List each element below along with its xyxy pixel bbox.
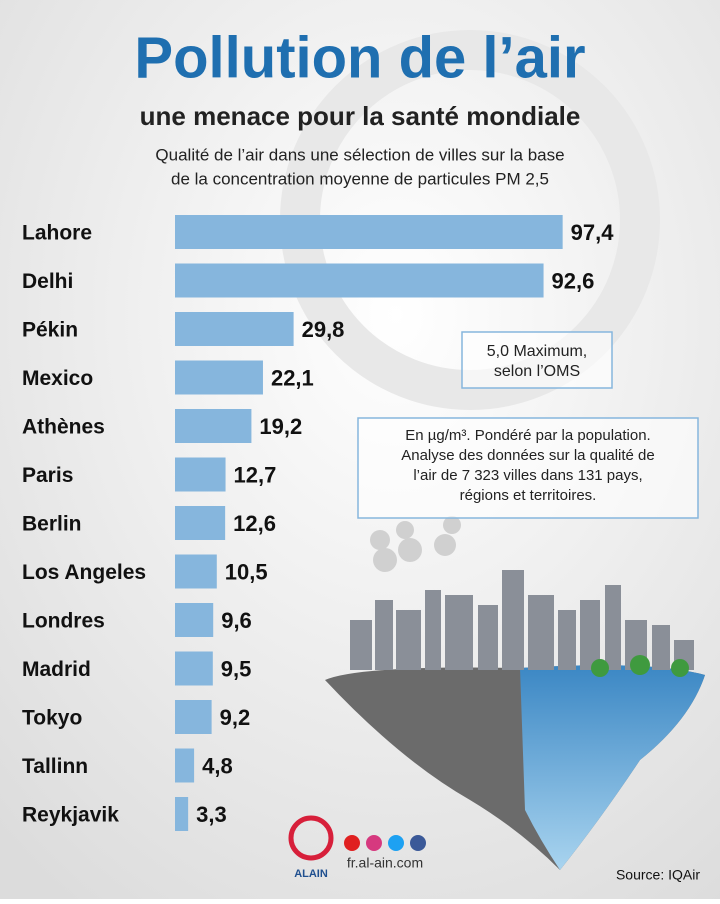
source: Source: IQAir	[616, 867, 700, 883]
category-label: Pékin	[22, 319, 78, 342]
note: l’air de 7 323 villes dans 131 pays,	[413, 467, 642, 484]
subtitle: une menace pour la santé mondiale	[140, 101, 581, 131]
category-label: Londres	[22, 610, 105, 633]
note: régions et territoires.	[460, 487, 597, 504]
bar	[175, 215, 563, 249]
bar	[175, 554, 217, 589]
note: Analyse des données sur la qualité de	[401, 447, 655, 464]
category-label: Lahore	[22, 222, 92, 245]
logo: ALAIN	[288, 815, 334, 880]
bar	[175, 263, 544, 298]
value-label: 4,8	[202, 753, 233, 778]
value-label: 9,6	[221, 608, 252, 633]
bar	[175, 457, 226, 492]
value-label: 12,6	[233, 511, 276, 536]
value-label: 19,2	[259, 414, 302, 439]
value-label: 10,5	[225, 559, 268, 584]
category-label: Athènes	[22, 416, 105, 439]
note: En µg/m³. Pondéré par la population.	[405, 427, 650, 444]
title: Pollution de l’air	[134, 25, 585, 90]
bar	[175, 312, 294, 346]
bar	[175, 700, 212, 734]
value-label: 9,5	[221, 656, 252, 681]
category-label: Delhi	[22, 270, 73, 293]
bar	[175, 797, 189, 831]
logo-text: ALAIN	[294, 868, 328, 880]
bar	[175, 603, 214, 637]
category-label: Tokyo	[22, 707, 82, 730]
value-label: 9,2	[220, 705, 251, 730]
value-label: 92,6	[552, 268, 595, 293]
value-label: 12,7	[234, 462, 277, 487]
description: de la concentration moyenne de particule…	[171, 169, 549, 188]
category-label: Berlin	[22, 513, 82, 536]
category-label: Mexico	[22, 367, 93, 390]
illustration	[325, 516, 705, 870]
category-label: Reykjavik	[22, 804, 119, 827]
description: Qualité de l’air dans une sélection de v…	[155, 145, 564, 164]
category-label: Madrid	[22, 658, 91, 681]
bar	[175, 409, 252, 443]
note: selon l’OMS	[494, 363, 580, 380]
category-label: Tallinn	[22, 755, 88, 778]
social-icons	[344, 835, 426, 851]
bar	[175, 651, 213, 686]
bar	[175, 506, 226, 540]
note: 5,0 Maximum,	[487, 343, 587, 360]
value-label: 97,4	[571, 220, 615, 245]
note-box	[461, 331, 613, 389]
bar	[175, 360, 263, 395]
value-label: 3,3	[196, 802, 227, 827]
category-label: Los Angeles	[22, 561, 146, 584]
category-label: Paris	[22, 464, 73, 487]
website: fr.al-ain.com	[347, 855, 423, 871]
note-box	[357, 417, 699, 519]
bar	[175, 748, 195, 783]
value-label: 29,8	[302, 317, 345, 342]
value-label: 22,1	[271, 365, 314, 390]
